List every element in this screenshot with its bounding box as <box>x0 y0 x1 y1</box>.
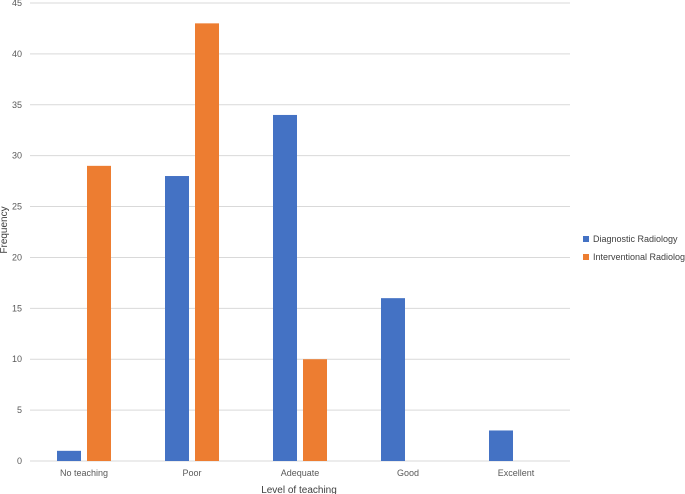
x-tick-label: Excellent <box>498 468 535 478</box>
y-tick-label: 5 <box>17 405 22 415</box>
legend-item: Diagnostic Radiology <box>583 234 678 244</box>
x-tick-label: Poor <box>182 468 201 478</box>
legend-swatch <box>583 236 589 242</box>
legend-label: Interventional Radiology <box>593 252 685 262</box>
y-tick-label: 20 <box>12 252 22 262</box>
x-tick-label: No teaching <box>60 468 108 478</box>
gridlines <box>30 2 570 462</box>
y-tick-label: 35 <box>12 100 22 110</box>
legend-label: Diagnostic Radiology <box>593 234 678 244</box>
y-axis-title: Frequency <box>0 206 10 253</box>
legend-item: Interventional Radiology <box>583 252 685 262</box>
bar-diagnostic-radiology <box>57 450 81 461</box>
y-tick-label: 45 <box>12 0 22 8</box>
x-axis-ticks: No teaching Poor Adequate Good Excellent <box>60 468 535 478</box>
bar-interventional-radiology <box>303 359 327 461</box>
bars <box>57 23 513 461</box>
bar-diagnostic-radiology <box>381 298 405 461</box>
bar-diagnostic-radiology <box>273 114 297 461</box>
y-tick-label: 30 <box>12 151 22 161</box>
bar-diagnostic-radiology <box>165 176 189 461</box>
y-tick-label: 15 <box>12 303 22 313</box>
x-tick-label: Adequate <box>281 468 320 478</box>
y-tick-label: 10 <box>12 354 22 364</box>
bar-interventional-radiology <box>87 165 111 461</box>
x-axis-title: Level of teaching <box>261 485 337 494</box>
y-axis-ticks: 0 5 10 15 20 25 30 35 40 45 <box>12 0 22 466</box>
x-tick-label: Good <box>397 468 419 478</box>
legend: Diagnostic Radiology Interventional Radio… <box>583 234 685 262</box>
bar-diagnostic-radiology <box>489 430 513 461</box>
y-tick-label: 25 <box>12 202 22 212</box>
bar-interventional-radiology <box>195 23 219 461</box>
y-tick-label: 0 <box>17 456 22 466</box>
legend-swatch <box>583 254 589 260</box>
y-tick-label: 40 <box>12 49 22 59</box>
